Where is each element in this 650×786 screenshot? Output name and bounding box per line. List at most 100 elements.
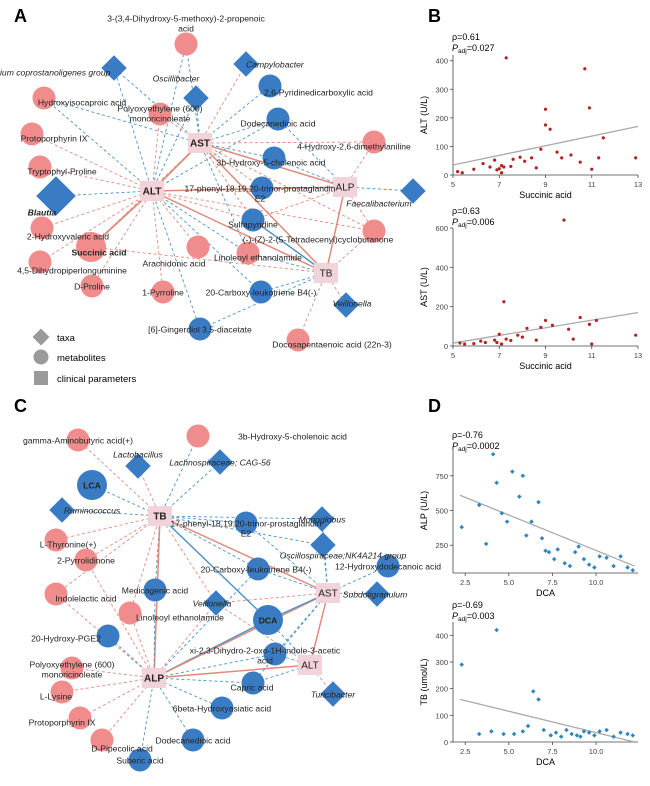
- node-label: 17-phenyl-18,19,20-trinor-prostaglandin E…: [171, 519, 322, 539]
- edge: [31, 133, 153, 192]
- data-point: [525, 326, 529, 330]
- clinical-node: [148, 506, 172, 526]
- metabolite-node: [236, 241, 260, 265]
- edge: [85, 515, 161, 561]
- stat-p: Padj=0.0002: [452, 441, 500, 453]
- data-point: [488, 165, 492, 169]
- data-point: [490, 451, 496, 457]
- node-label: 3b-Hydroxy-5-cholenoic acid: [238, 432, 347, 442]
- metabolite-node: [186, 424, 210, 448]
- node-label: gamma-Aminobutyric acid(+): [23, 436, 133, 446]
- x-tick-label: 9: [543, 351, 547, 360]
- metabolite-node: [262, 146, 286, 170]
- metabolite-node: [151, 280, 175, 304]
- y-tick-label: 400: [435, 263, 448, 272]
- panel-label-c: C: [14, 396, 27, 416]
- edge: [151, 190, 164, 293]
- legend-clinical-label: clinical parameters: [57, 374, 136, 385]
- node-label: (-)-(Z)-2-(5-Tetradecenyl)cyclobutanone: [243, 235, 394, 245]
- data-point: [587, 322, 592, 326]
- metabolite-node: [258, 74, 282, 98]
- node-label: L-Lysine: [40, 692, 72, 702]
- data-point: [543, 123, 548, 127]
- data-point: [483, 340, 487, 345]
- stat-rho: ρ=0.63: [452, 206, 480, 216]
- labels: ALT AST ALP TB 3-(3,4-Dihydroxy-5-methoxy)-2…: [0, 14, 412, 350]
- data-point: [569, 153, 573, 157]
- metabolite-node: [286, 328, 310, 352]
- node-label: 20-Carboxy-leukotriene B4(-): [206, 288, 317, 298]
- data-point: [611, 563, 616, 569]
- node-label: Sulfapyridine: [228, 220, 278, 230]
- metabolite-node: [20, 122, 44, 146]
- edge: [325, 186, 346, 274]
- data-point: [594, 318, 598, 323]
- data-point: [525, 723, 531, 729]
- data-point: [571, 337, 575, 341]
- y-tick-label: 200: [435, 303, 448, 312]
- data-point: [502, 300, 506, 304]
- edge: [159, 435, 199, 517]
- node-label: 4-Hydroxy-2,6-dimethylaniline: [297, 142, 411, 152]
- node-label: Turicibacter: [311, 690, 356, 700]
- x-tick-label: 7.5: [547, 578, 557, 587]
- data-point: [495, 340, 499, 345]
- node-label: [6]-Gingerdiol 3,5-diacetate: [148, 325, 252, 335]
- metabolite-node: [80, 274, 104, 298]
- edge: [199, 142, 254, 221]
- y-tick-label: 400: [435, 631, 448, 640]
- data-point: [476, 731, 482, 737]
- data-point: [501, 731, 506, 737]
- data-point: [472, 342, 476, 346]
- x-axis-label: DCA: [536, 757, 555, 767]
- data-point: [576, 544, 581, 549]
- y-axis-label: ALP (U/L): [419, 491, 429, 530]
- edge: [153, 653, 276, 679]
- legend: taxa metabolites clinical parameters: [32, 328, 136, 385]
- data-point: [516, 333, 520, 337]
- data-point: [574, 733, 580, 738]
- data-point: [590, 342, 594, 346]
- node-label: Blautia: [28, 208, 57, 218]
- data-point: [562, 561, 567, 566]
- node-label: TB: [153, 512, 166, 523]
- data-point: [511, 731, 517, 737]
- metabolite-node: [60, 656, 84, 680]
- metabolite-node: [143, 578, 167, 602]
- node-label: 3b-Hydroxy-5-cholenoic acid: [217, 158, 326, 168]
- x-tick-label: 10.0: [589, 747, 604, 756]
- data-point: [459, 524, 464, 530]
- node-label: ALT: [301, 661, 319, 672]
- data-point: [564, 727, 569, 733]
- metabolite-node: [174, 32, 198, 56]
- node-label: Hydroxyisocaproic acid: [38, 98, 127, 108]
- data-point: [578, 160, 582, 164]
- metabolite-node: [90, 728, 114, 752]
- data-point: [494, 627, 499, 633]
- data-point: [569, 731, 574, 737]
- data-point: [494, 480, 499, 485]
- metabolite-node: [253, 605, 283, 635]
- y-tick-label: 100: [435, 142, 448, 151]
- x-tick-label: 13: [634, 351, 642, 360]
- data-point: [511, 157, 515, 161]
- node-label: Lactobacillus: [113, 450, 163, 460]
- node-label: ALT: [143, 187, 162, 198]
- node-label: Tryptophyl-Proline: [27, 167, 97, 177]
- data-point: [504, 519, 510, 524]
- edge: [55, 515, 161, 541]
- edge: [215, 592, 329, 604]
- nodes: [20, 32, 426, 352]
- edge: [297, 272, 327, 341]
- data-point: [539, 147, 543, 151]
- network-c: TB ALP AST ALT 3b-Hydroxy-5-cholenoic acid ga…: [23, 424, 441, 772]
- node-label: 12-Hydroxydodecanoic acid: [335, 562, 441, 572]
- edge: [247, 252, 327, 274]
- node-label: 1-Pyrroline: [142, 288, 184, 298]
- node-label: D-Pipecolic acid: [91, 744, 153, 754]
- node-label: Suberic acid: [116, 756, 164, 766]
- metabolite-node: [50, 680, 74, 704]
- data-point: [586, 562, 592, 567]
- edge: [129, 515, 161, 614]
